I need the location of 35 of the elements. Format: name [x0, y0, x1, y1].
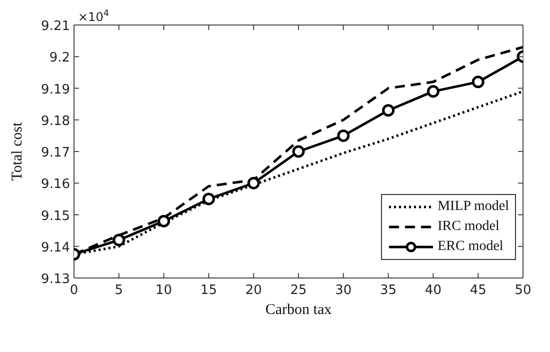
- point: [426, 85, 440, 98]
- x-tick-label: 15: [200, 283, 217, 298]
- x-tick-label: 50: [514, 283, 532, 298]
- x-tick-label: 35: [380, 283, 397, 298]
- y-tick-label: 9.15: [41, 208, 70, 224]
- legend-label: MILP model: [438, 198, 509, 216]
- x-tick-label: 5: [114, 283, 124, 298]
- x-tick-label: 10: [156, 283, 172, 298]
- y-tick-label: 9.19: [41, 82, 70, 98]
- x-tick-label: 25: [290, 283, 307, 298]
- legend-label: IRC model: [438, 218, 500, 236]
- legend-label: ERC model: [438, 238, 504, 256]
- point: [382, 104, 395, 117]
- point: [472, 76, 484, 88]
- x-tick-label: 20: [245, 283, 262, 298]
- x-axis-title: Carbon tax: [265, 302, 332, 318]
- x-tick-label: 30: [335, 283, 352, 298]
- y-tick-label: 9.2: [49, 50, 70, 66]
- y-tick-label: 9.17: [41, 146, 70, 160]
- point: [337, 129, 350, 142]
- point: [292, 145, 305, 158]
- text: ×10$^{4}$: [78, 9, 110, 24]
- y-tick-label: 9.16: [41, 177, 70, 192]
- point: [112, 234, 126, 246]
- point: [202, 192, 215, 206]
- point: [158, 214, 170, 228]
- y-axis-title: Total cost: [9, 121, 26, 181]
- x-tick-label: 0: [70, 283, 78, 298]
- y-tick-label: 9.18: [41, 114, 70, 129]
- y-tick-label: 9.13: [41, 272, 70, 287]
- y-tick-label: 9.21: [41, 19, 70, 34]
- point: [247, 176, 260, 190]
- x-tick-label: 40: [424, 283, 442, 298]
- x-tick-label: 45: [470, 283, 486, 298]
- y-tick-label: 9.14: [41, 240, 70, 256]
